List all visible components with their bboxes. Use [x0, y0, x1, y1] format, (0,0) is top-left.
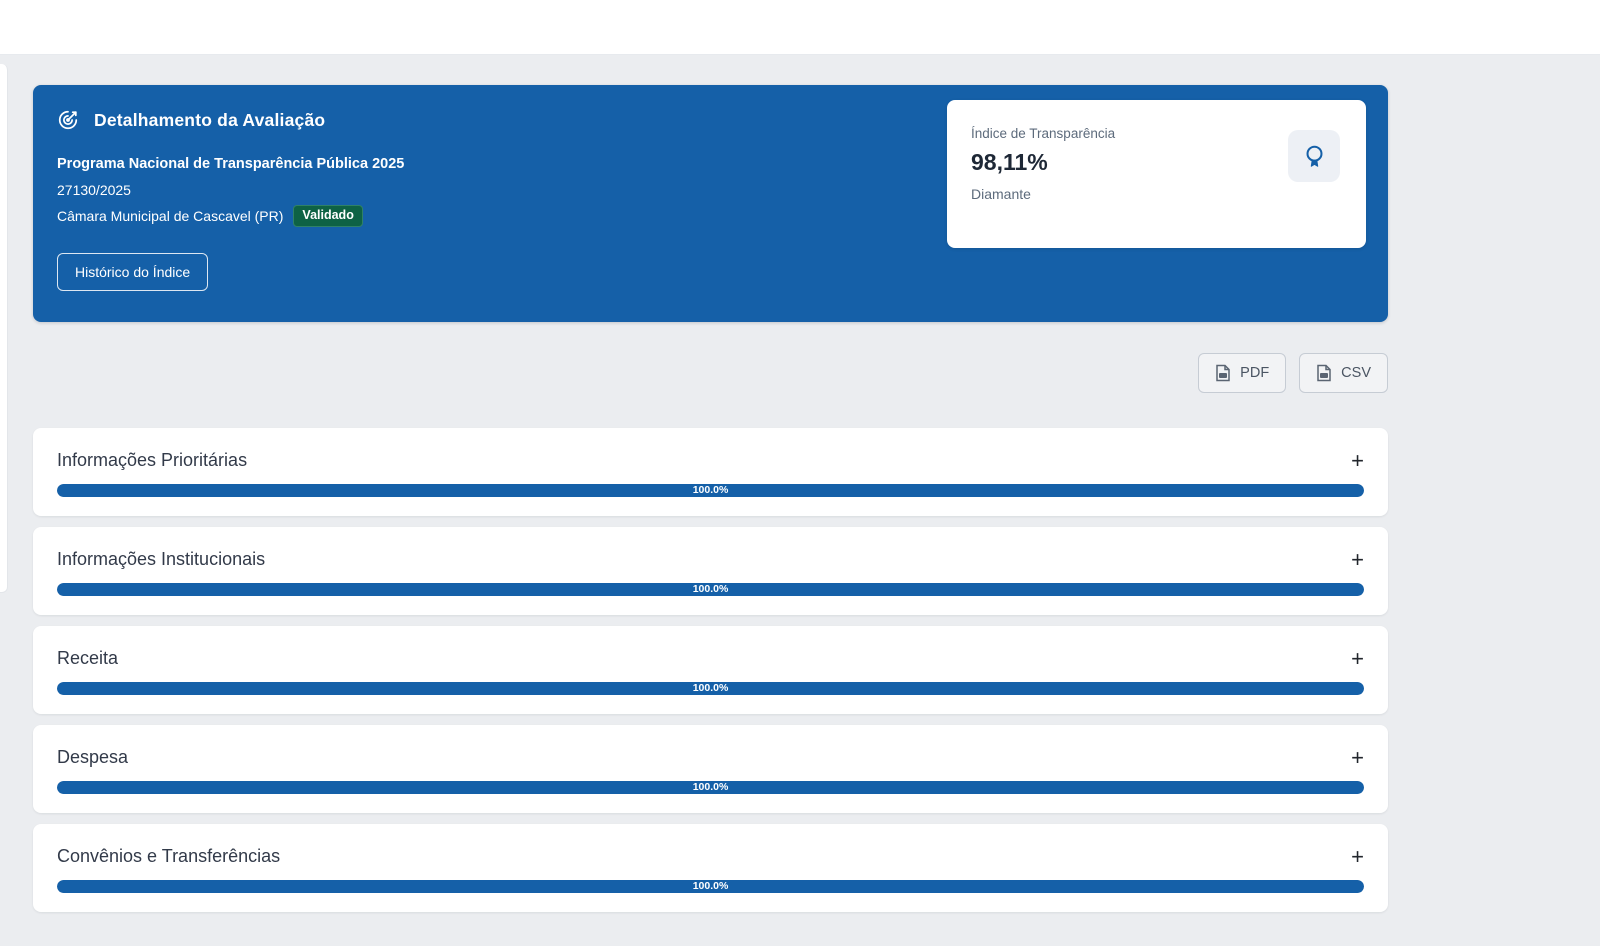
section-header[interactable]: Informações Institucionais +: [57, 546, 1364, 573]
entity-row: Câmara Municipal de Cascavel (PR) Valida…: [57, 205, 1364, 227]
progress-bar: 100.0%: [57, 781, 1364, 794]
section-header[interactable]: Receita +: [57, 645, 1364, 672]
main-content: Detalhamento da Avaliação Programa Nacio…: [33, 85, 1388, 923]
medal-icon: [1288, 130, 1340, 182]
expand-icon[interactable]: +: [1351, 546, 1364, 572]
index-label: Índice de Transparência: [971, 126, 1116, 141]
section-convenios-transferencias: Convênios e Transferências + 100.0%: [33, 824, 1388, 912]
export-csv-button[interactable]: CSV: [1299, 353, 1388, 393]
program-name: Programa Nacional de Transparência Públi…: [57, 156, 405, 172]
expand-icon[interactable]: +: [1351, 744, 1364, 770]
section-title: Informações Institucionais: [57, 549, 266, 569]
index-tier: Diamante: [971, 186, 1031, 202]
file-csv-icon: [1316, 364, 1332, 382]
hero-title-row: Detalhamento da Avaliação: [57, 109, 1364, 131]
section-title: Convênios e Transferências: [57, 846, 281, 866]
progress-value: 100.0%: [692, 583, 729, 595]
expand-icon[interactable]: +: [1351, 645, 1364, 671]
progress-value: 100.0%: [692, 484, 729, 496]
entity-name: Câmara Municipal de Cascavel (PR): [57, 207, 284, 224]
process-number: 27130/2025: [57, 182, 131, 198]
bullseye-arrow-icon: [57, 109, 79, 131]
section-header[interactable]: Convênios e Transferências +: [57, 843, 1364, 870]
expand-icon[interactable]: +: [1351, 447, 1364, 473]
progress-bar: 100.0%: [57, 880, 1364, 893]
section-informacoes-prioritarias: Informações Prioritárias + 100.0%: [33, 428, 1388, 516]
export-csv-label: CSV: [1341, 365, 1371, 381]
page-title: Detalhamento da Avaliação: [94, 109, 326, 130]
export-toolbar: PDF CSV: [33, 353, 1388, 393]
section-receita: Receita + 100.0%: [33, 626, 1388, 714]
section-header[interactable]: Despesa +: [57, 744, 1364, 771]
file-pdf-icon: [1215, 364, 1231, 382]
evaluation-sections: Informações Prioritárias + 100.0% Inform…: [33, 428, 1388, 912]
section-despesa: Despesa + 100.0%: [33, 725, 1388, 813]
status-badge: Validado: [293, 205, 363, 227]
top-navigation-bar: [0, 0, 1600, 55]
section-title: Despesa: [57, 747, 129, 767]
section-header[interactable]: Informações Prioritárias +: [57, 447, 1364, 474]
section-informacoes-institucionais: Informações Institucionais + 100.0%: [33, 527, 1388, 615]
export-pdf-label: PDF: [1240, 365, 1270, 381]
index-value: 98,11%: [971, 149, 1048, 175]
progress-value: 100.0%: [692, 682, 729, 694]
section-title: Receita: [57, 648, 119, 668]
export-pdf-button[interactable]: PDF: [1198, 353, 1287, 393]
index-history-button[interactable]: Histórico do Índice: [57, 252, 209, 291]
left-panel-edge: [0, 64, 8, 593]
progress-bar: 100.0%: [57, 583, 1364, 596]
progress-bar: 100.0%: [57, 682, 1364, 695]
evaluation-detail-card: Detalhamento da Avaliação Programa Nacio…: [33, 85, 1388, 322]
progress-bar: 100.0%: [57, 484, 1364, 497]
section-title: Informações Prioritárias: [57, 450, 248, 470]
transparency-index-card: Índice de Transparência 98,11% Diamante: [947, 100, 1366, 248]
progress-value: 100.0%: [692, 781, 729, 793]
progress-value: 100.0%: [692, 880, 729, 892]
expand-icon[interactable]: +: [1351, 843, 1364, 869]
